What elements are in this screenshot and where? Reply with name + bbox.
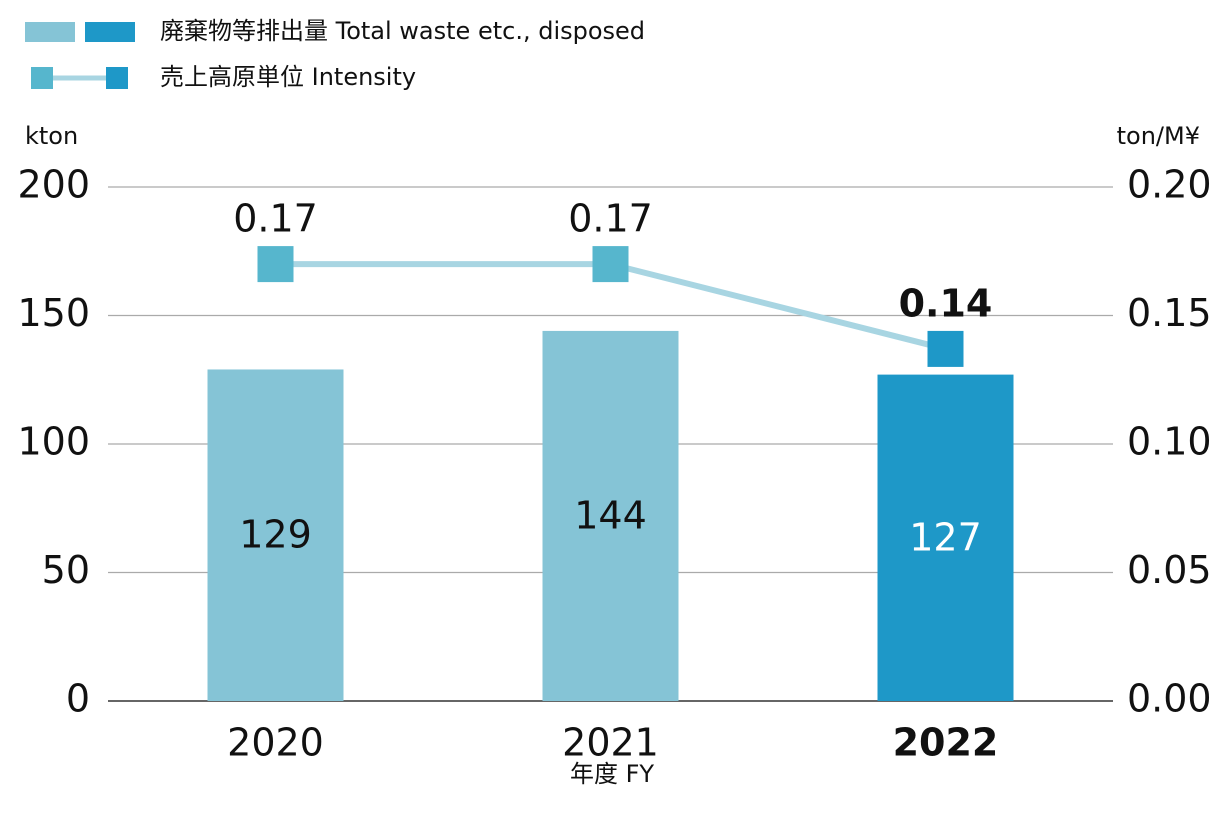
y-tick-label: 200 (17, 163, 90, 207)
y2-tick-label: 0.05 (1127, 548, 1212, 592)
line-marker (257, 246, 294, 283)
bar-value-label: 127 (909, 515, 982, 559)
legend-swatch (106, 67, 128, 89)
legend-swatch (85, 22, 135, 42)
y-tick-label: 50 (42, 548, 90, 592)
y2-tick-label: 0.20 (1127, 163, 1212, 207)
y-tick-label: 100 (17, 420, 90, 464)
line-value-label: 0.14 (899, 281, 993, 325)
y-axis-label: kton (25, 122, 78, 150)
y-tick-label: 0 (66, 677, 90, 721)
y2-tick-label: 0.00 (1127, 677, 1212, 721)
line-marker (927, 330, 964, 367)
legend-swatch (25, 22, 75, 42)
x-axis-label: 年度 FY (570, 760, 654, 788)
y-tick-label: 150 (17, 291, 90, 335)
x-tick-label: 2020 (227, 721, 324, 765)
bar-value-label: 129 (239, 513, 312, 557)
x-tick-label: 2021 (562, 721, 659, 765)
bar (877, 374, 1014, 701)
legend-swatch (31, 67, 53, 89)
legend-label: 廃棄物等排出量 Total waste etc., disposed (160, 17, 645, 45)
bar (542, 330, 679, 701)
line-value-label: 0.17 (233, 197, 318, 241)
line-marker (592, 246, 629, 283)
y2-axis-label: ton/M¥ (1117, 122, 1200, 150)
x-tick-label: 2022 (893, 721, 999, 765)
y2-tick-label: 0.15 (1127, 291, 1212, 335)
bar (207, 369, 344, 701)
bar-value-label: 144 (574, 493, 647, 537)
y2-tick-label: 0.10 (1127, 420, 1212, 464)
line-value-label: 0.17 (568, 197, 653, 241)
legend-label: 売上高原単位 Intensity (160, 63, 416, 91)
